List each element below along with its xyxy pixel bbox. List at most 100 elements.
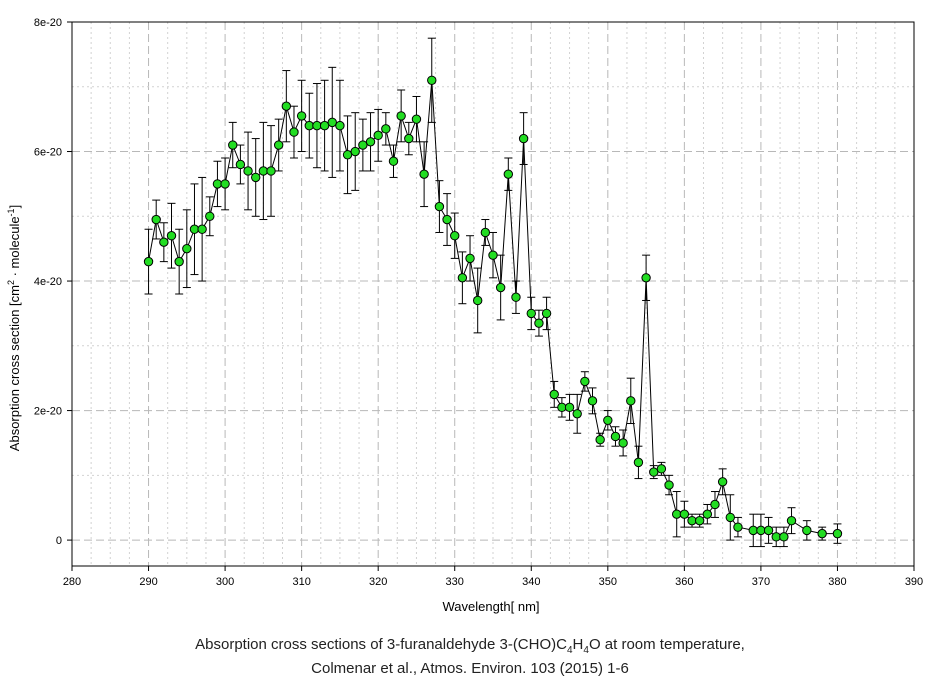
- data-point: [404, 133, 414, 144]
- y-axis-label-sup: -1: [6, 208, 16, 216]
- caption-text: Absorption cross sections of 3-furanalde…: [195, 636, 567, 653]
- data-point: [534, 318, 544, 328]
- data-point: [174, 256, 184, 267]
- y-axis-label-part: · molecule: [7, 216, 22, 280]
- data-point: [319, 120, 330, 131]
- data-point: [503, 169, 514, 179]
- data-point: [427, 75, 437, 85]
- y-axis-label: Absorption cross section [cm2 · molecule…: [6, 205, 22, 451]
- caption-line-2: Colmenar et al., Atmos. Environ. 103 (20…: [311, 660, 629, 677]
- data-point: [189, 224, 200, 234]
- grid-lines: [71, 21, 915, 566]
- x-tick-label: 290: [139, 576, 157, 588]
- data-point: [733, 522, 743, 532]
- data-point: [304, 120, 314, 131]
- data-point: [289, 127, 299, 137]
- data-point: [465, 253, 475, 264]
- y-axis-label-sup: 2: [6, 280, 16, 285]
- data-point: [694, 515, 705, 526]
- data-point: [557, 402, 567, 413]
- data-point: [649, 467, 659, 477]
- data-point: [488, 250, 498, 260]
- data-point: [656, 464, 667, 474]
- data-point: [450, 231, 460, 241]
- data-point: [434, 201, 445, 212]
- data-point: [296, 111, 307, 121]
- x-tick-label: 340: [522, 576, 540, 588]
- data-point: [365, 137, 376, 147]
- data-point: [182, 243, 192, 254]
- caption-subscript: 4: [566, 645, 573, 656]
- data-point: [327, 117, 337, 128]
- data-point: [335, 120, 345, 131]
- data-point: [702, 509, 713, 519]
- data-point: [143, 256, 154, 267]
- x-tick-label: 310: [292, 576, 310, 588]
- data-point: [771, 532, 781, 542]
- y-tick-label: 0: [56, 535, 62, 547]
- data-point: [235, 159, 246, 170]
- data-point: [281, 101, 292, 111]
- data-point: [228, 140, 238, 150]
- y-tick-label: 8e-20: [34, 17, 62, 29]
- data-point: [480, 227, 491, 238]
- data-point: [166, 231, 177, 241]
- x-tick-label: 360: [675, 576, 693, 588]
- data-point: [717, 477, 728, 487]
- data-point: [220, 179, 230, 189]
- data-point: [457, 273, 468, 283]
- caption-text: O at room temperature,: [588, 636, 745, 653]
- data-point: [748, 525, 758, 536]
- data-point: [312, 120, 322, 131]
- x-tick-label: 380: [828, 576, 846, 588]
- data-point: [580, 376, 590, 387]
- data-point: [633, 457, 644, 468]
- x-tick-label: 330: [446, 576, 464, 588]
- data-point: [610, 431, 621, 442]
- x-tick-label: 320: [369, 576, 387, 588]
- x-tick-label: 350: [599, 576, 617, 588]
- data-point: [273, 140, 284, 150]
- data-point: [243, 166, 253, 176]
- data-point: [350, 146, 360, 157]
- data-point: [205, 211, 215, 221]
- x-axis-label: Wavelength[ nm]: [442, 599, 539, 614]
- x-tick-label: 370: [752, 576, 770, 588]
- x-tick-label: 390: [905, 576, 923, 588]
- data-point: [817, 528, 827, 539]
- data-point: [526, 308, 536, 319]
- data-point: [197, 224, 207, 234]
- data-point: [786, 515, 797, 526]
- data-point: [832, 528, 843, 539]
- data-point: [251, 172, 261, 183]
- data-point: [266, 166, 276, 176]
- data-point: [419, 169, 429, 179]
- data-point: [572, 409, 582, 419]
- data-point: [258, 166, 269, 176]
- data-point: [358, 140, 368, 150]
- data-point: [511, 292, 521, 302]
- data-point: [373, 130, 383, 141]
- y-axis-label-part: Absorption cross section [cm: [7, 285, 22, 451]
- data-point: [388, 156, 399, 166]
- data-point: [664, 480, 674, 490]
- data-point: [595, 435, 605, 445]
- data-point: [687, 515, 697, 526]
- x-tick-label: 300: [216, 576, 234, 588]
- tick-labels: 280 290 300 310 320 330 340 350 360 370 380 390 0 2e-…: [34, 17, 923, 588]
- data-point: [756, 525, 766, 536]
- x-tick-label: 280: [63, 576, 81, 588]
- y-tick-label: 4e-20: [34, 276, 62, 288]
- data-point: [779, 532, 789, 542]
- data-point: [342, 150, 353, 160]
- data-point: [495, 282, 506, 293]
- data-point: [626, 396, 636, 406]
- data-point: [549, 389, 559, 400]
- data-point: [710, 499, 720, 510]
- data-point: [802, 525, 812, 536]
- y-tick-label: 6e-20: [34, 147, 62, 159]
- absorption-chart: 280 290 300 310 320 330 340 350 360 370 380 390 0 2e-…: [6, 17, 923, 614]
- data-point: [381, 124, 391, 134]
- y-axis-label-part: ]: [7, 205, 22, 209]
- caption-line-1: Absorption cross sections of 3-furanalde…: [0, 636, 940, 656]
